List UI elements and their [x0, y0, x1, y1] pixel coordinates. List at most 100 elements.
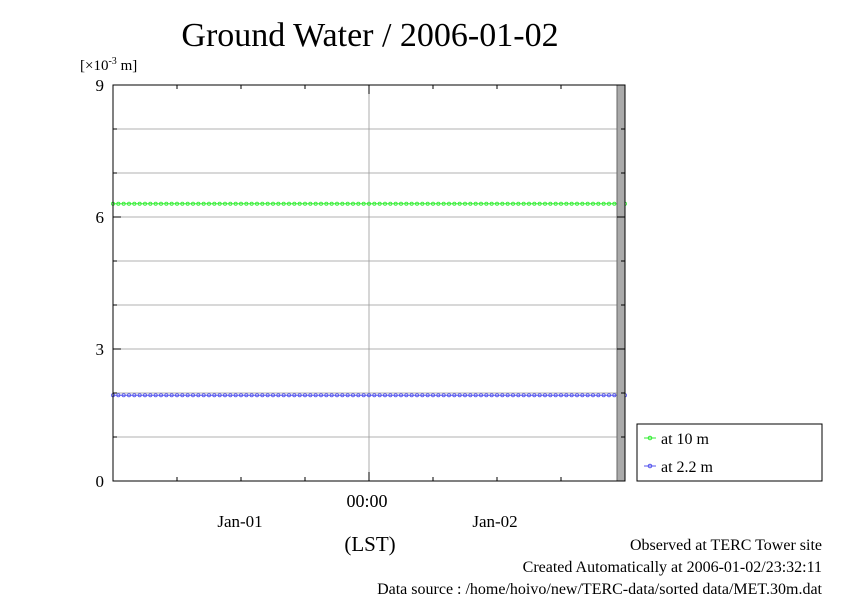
data-point-at-2-2-m [543, 393, 548, 398]
data-point-at-10-m [585, 201, 590, 206]
data-point-at-2-2-m [334, 393, 339, 398]
data-point-at-2-2-m [153, 393, 158, 398]
data-point-at-2-2-m [174, 393, 179, 398]
legend-marker-2-2m [647, 463, 653, 469]
data-point-at-10-m [505, 201, 510, 206]
footer-created: Created Automatically at 2006-01-02/23:3… [523, 559, 822, 576]
data-point-at-10-m [302, 201, 307, 206]
data-point-at-10-m [532, 201, 537, 206]
data-cutoff-bar [616, 84, 626, 482]
data-point-at-10-m [404, 201, 409, 206]
data-point-at-2-2-m [238, 393, 243, 398]
data-point-at-10-m [334, 201, 339, 206]
data-point-at-10-m [452, 201, 457, 206]
data-point-at-10-m [591, 201, 596, 206]
data-point-at-10-m [127, 201, 132, 206]
data-point-at-10-m [500, 201, 505, 206]
data-point-at-10-m [553, 201, 558, 206]
data-point-at-2-2-m [553, 393, 558, 398]
data-point-at-10-m [148, 201, 153, 206]
x-time-label: 00:00 [346, 491, 387, 511]
x-axis [176, 85, 562, 481]
data-point-at-10-m [564, 201, 569, 206]
data-point-at-2-2-m [457, 393, 462, 398]
data-point-at-2-2-m [420, 393, 425, 398]
data-point-at-10-m [132, 201, 137, 206]
data-point-at-10-m [569, 201, 574, 206]
data-point-at-2-2-m [116, 393, 121, 398]
data-point-at-10-m [388, 201, 393, 206]
data-point-at-2-2-m [580, 393, 585, 398]
data-point-at-10-m [580, 201, 585, 206]
data-point-at-2-2-m [575, 393, 580, 398]
grid [113, 85, 625, 481]
footer-source: Data source : /home/hoivo/new/TERC-data/… [377, 581, 822, 595]
data-point-at-10-m [601, 201, 606, 206]
data-point-at-2-2-m [612, 393, 617, 398]
data-point-at-2-2-m [596, 393, 601, 398]
data-point-at-10-m [121, 201, 126, 206]
data-point-at-10-m [521, 201, 526, 206]
data-point-at-2-2-m [441, 393, 446, 398]
data-point-at-10-m [372, 201, 377, 206]
data-point-at-2-2-m [350, 393, 355, 398]
data-point-at-10-m [286, 201, 291, 206]
data-point-at-10-m [366, 201, 371, 206]
data-point-at-10-m [377, 201, 382, 206]
data-point-at-2-2-m [190, 393, 195, 398]
data-point-at-10-m [393, 201, 398, 206]
data-point-at-10-m [196, 201, 201, 206]
data-point-at-2-2-m [297, 393, 302, 398]
data-point-at-2-2-m [361, 393, 366, 398]
data-point-at-2-2-m [607, 393, 612, 398]
data-point-at-2-2-m [324, 393, 329, 398]
data-point-at-2-2-m [516, 393, 521, 398]
data-point-at-2-2-m [559, 393, 564, 398]
data-point-at-2-2-m [510, 393, 515, 398]
data-point-at-2-2-m [217, 393, 222, 398]
data-point-at-10-m [441, 201, 446, 206]
data-point-at-2-2-m [276, 393, 281, 398]
data-point-at-2-2-m [446, 393, 451, 398]
data-point-at-2-2-m [281, 393, 286, 398]
data-point-at-2-2-m [564, 393, 569, 398]
data-point-at-10-m [318, 201, 323, 206]
data-point-at-10-m [361, 201, 366, 206]
data-point-at-2-2-m [521, 393, 526, 398]
y-tick-label: 0 [96, 472, 105, 491]
data-point-at-2-2-m [270, 393, 275, 398]
data-point-at-2-2-m [340, 393, 345, 398]
data-point-at-2-2-m [345, 393, 350, 398]
data-point-at-2-2-m [537, 393, 542, 398]
data-point-at-10-m [238, 201, 243, 206]
data-point-at-2-2-m [212, 393, 217, 398]
data-point-at-2-2-m [377, 393, 382, 398]
data-point-at-10-m [340, 201, 345, 206]
data-point-at-2-2-m [569, 393, 574, 398]
data-point-at-2-2-m [180, 393, 185, 398]
data-point-at-10-m [164, 201, 169, 206]
data-point-at-2-2-m [372, 393, 377, 398]
legend: at 10 m at 2.2 m [636, 423, 823, 482]
data-point-at-2-2-m [548, 393, 553, 398]
data-point-at-2-2-m [430, 393, 435, 398]
data-point-at-2-2-m [260, 393, 265, 398]
data-point-at-2-2-m [409, 393, 414, 398]
data-point-at-2-2-m [142, 393, 147, 398]
data-point-at-10-m [137, 201, 142, 206]
data-point-at-10-m [222, 201, 227, 206]
data-point-at-2-2-m [201, 393, 206, 398]
data-point-at-10-m [537, 201, 542, 206]
data-point-at-10-m [516, 201, 521, 206]
data-point-at-2-2-m [505, 393, 510, 398]
data-point-at-2-2-m [286, 393, 291, 398]
data-point-at-2-2-m [292, 393, 297, 398]
data-point-at-2-2-m [591, 393, 596, 398]
data-point-at-10-m [281, 201, 286, 206]
y-axis: 0 3 6 9 [96, 76, 625, 491]
data-point-at-10-m [548, 201, 553, 206]
data-point-at-10-m [356, 201, 361, 206]
data-point-at-2-2-m [185, 393, 190, 398]
data-point-at-2-2-m [601, 393, 606, 398]
